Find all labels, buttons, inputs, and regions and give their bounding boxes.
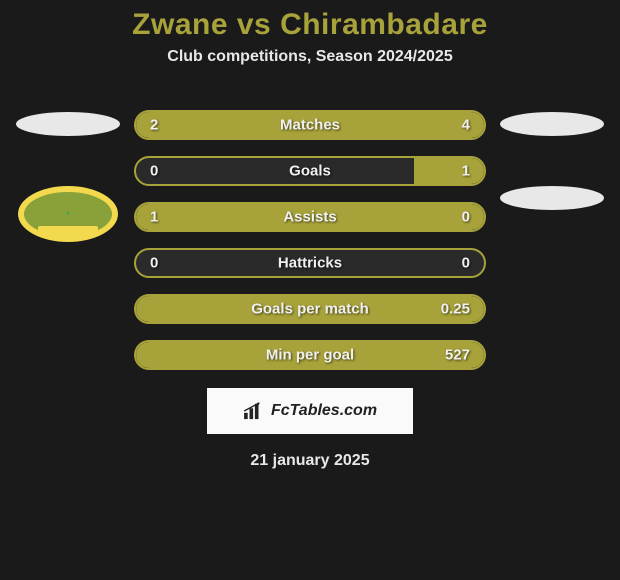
left-player-column: ★ — [8, 110, 128, 242]
stat-label: Matches — [280, 117, 340, 134]
bar-fill-right — [414, 158, 484, 184]
stat-bar: 0 Hattricks 0 — [134, 248, 486, 278]
stat-value-left: 2 — [150, 117, 158, 134]
chart-icon — [243, 402, 265, 420]
stat-bar: 1 Assists 0 — [134, 202, 486, 232]
stat-label: Hattricks — [278, 255, 342, 272]
stat-bar: Min per goal 527 — [134, 340, 486, 370]
comparison-bars: 2 Matches 4 0 Goals 1 1 Assists 0 0 Hattricks 0 Goal… — [128, 110, 492, 370]
stat-value-left: 0 — [150, 255, 158, 272]
stat-value-right: 527 — [445, 347, 470, 364]
stat-value-right: 0 — [462, 255, 470, 272]
club-badge-icon: ★ — [18, 186, 118, 242]
brand-text: FcTables.com — [271, 402, 377, 420]
content-row: ★ 2 Matches 4 0 Goals 1 1 Assists 0 0 Hattricks 0 Go… — [0, 110, 620, 370]
stat-bar: 2 Matches 4 — [134, 110, 486, 140]
stat-bar: Goals per match 0.25 — [134, 294, 486, 324]
stat-value-left: 0 — [150, 163, 158, 180]
stat-bar: 0 Goals 1 — [134, 156, 486, 186]
stat-value-right: 1 — [462, 163, 470, 180]
infographic-root: Zwane vs Chirambadare Club competitions,… — [0, 0, 620, 470]
badge-text: ★ — [66, 212, 70, 217]
brand-footer: FcTables.com — [207, 388, 413, 434]
page-title: Zwane vs Chirambadare — [0, 8, 620, 42]
right-player-column — [492, 110, 612, 210]
stat-value-left: 1 — [150, 209, 158, 226]
player-placeholder-icon — [16, 112, 120, 136]
stat-value-right: 0.25 — [441, 301, 470, 318]
page-subtitle: Club competitions, Season 2024/2025 — [0, 48, 620, 66]
stat-label: Goals per match — [251, 301, 369, 318]
stat-value-right: 4 — [462, 117, 470, 134]
player-placeholder-icon — [500, 112, 604, 136]
badge-ribbon — [38, 226, 98, 236]
club-placeholder-icon — [500, 186, 604, 210]
stat-label: Assists — [283, 209, 336, 226]
stat-label: Goals — [289, 163, 331, 180]
stat-label: Min per goal — [266, 347, 354, 364]
stat-value-right: 0 — [462, 209, 470, 226]
date-text: 21 january 2025 — [0, 452, 620, 470]
